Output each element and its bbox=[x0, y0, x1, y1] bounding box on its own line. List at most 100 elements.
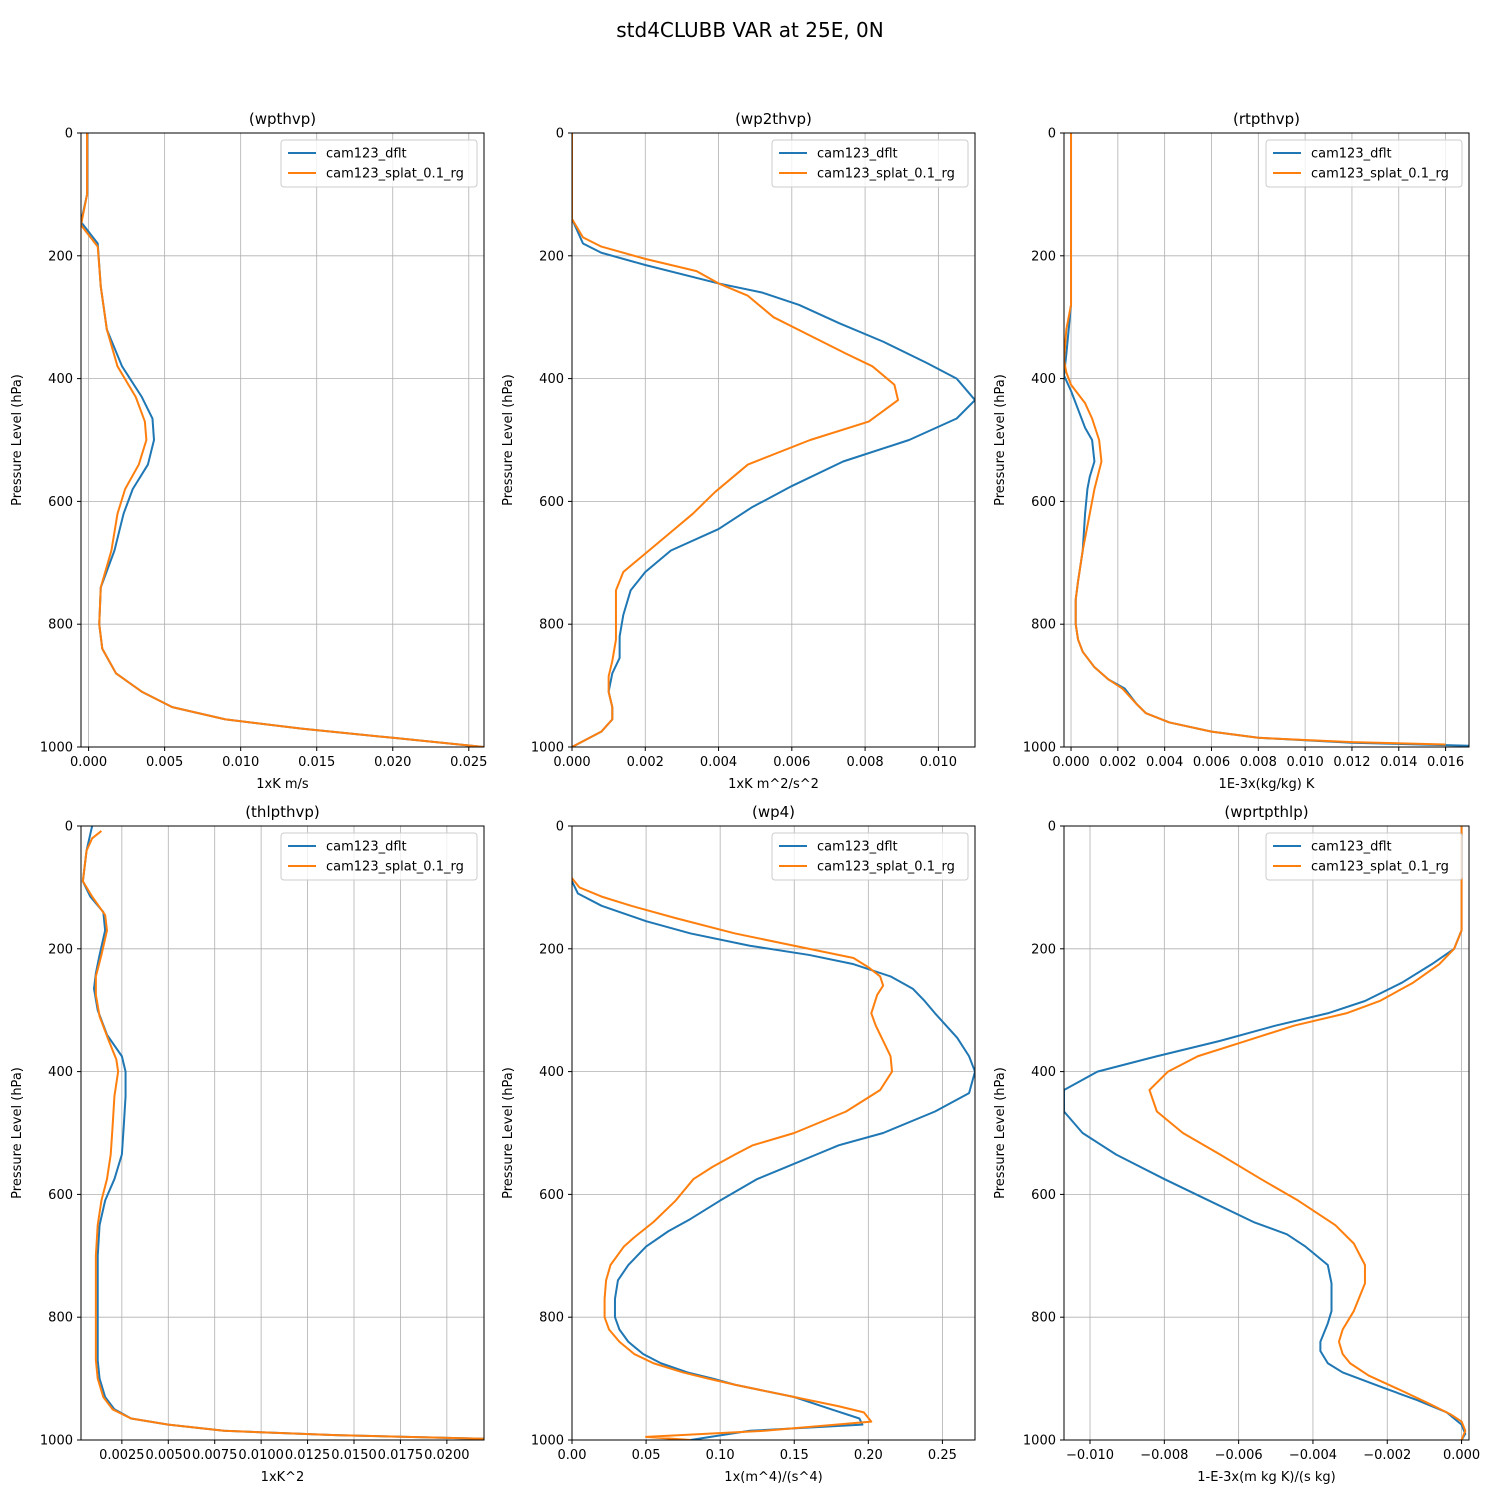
panel-title: (wp4) bbox=[752, 803, 795, 821]
axes-frame bbox=[571, 132, 976, 748]
y-tick-label: 600 bbox=[539, 495, 564, 510]
x-tick-label: 0.0050 bbox=[146, 1448, 192, 1463]
y-tick-label: 800 bbox=[1031, 1311, 1056, 1326]
x-tick-label: 0.004 bbox=[1146, 755, 1183, 770]
subplot-2: 0.000 0.002 0.004 0.006 0.008 0.010 0 200 400 600… bbox=[501, 110, 976, 792]
legend-label: cam123_dflt bbox=[1311, 147, 1392, 162]
legend-label: cam123_dflt bbox=[326, 147, 407, 162]
legend-label: cam123_splat_0.1_rg bbox=[1311, 860, 1449, 875]
x-tick-label: −0.008 bbox=[1140, 1448, 1188, 1463]
x-axis-label: 1x(m^4)/(s^4) bbox=[724, 1470, 822, 1485]
y-tick-label: 0 bbox=[65, 127, 73, 142]
x-tick-label: 0.000 bbox=[553, 755, 590, 770]
y-axis-label: Pressure Level (hPa) bbox=[10, 1067, 25, 1199]
series-group bbox=[572, 133, 975, 747]
series-line-cam123-splat-0-1-rg bbox=[1064, 133, 1446, 746]
y-tick-label: 1000 bbox=[40, 741, 73, 756]
x-axis-label: 1xK^2 bbox=[261, 1470, 305, 1485]
y-tick-label: 0 bbox=[1048, 820, 1056, 835]
legend-label: cam123_dflt bbox=[1311, 840, 1392, 855]
y-tick-label: 600 bbox=[1031, 495, 1056, 510]
legend-label: cam123_dflt bbox=[326, 840, 407, 855]
legend-label: cam123_dflt bbox=[817, 840, 898, 855]
x-tick-label: 0.15 bbox=[780, 1448, 809, 1463]
x-tick-label: 0.016 bbox=[1427, 755, 1464, 770]
x-tick-label: 0.25 bbox=[928, 1448, 957, 1463]
y-tick-label: 800 bbox=[48, 1311, 73, 1326]
legend-box bbox=[1265, 139, 1463, 188]
series-line-cam123-splat-0-1-rg bbox=[1148, 826, 1467, 1440]
x-tick-label: 0.025 bbox=[450, 755, 487, 770]
y-tick-label: 200 bbox=[539, 249, 564, 264]
legend: cam123_dflt cam123_splat_0.1_rg bbox=[1265, 832, 1463, 881]
subplot-5: 0.00 0.05 0.10 0.15 0.20 0.25 0 200 400 600 800 100… bbox=[501, 803, 976, 1485]
series-group bbox=[1064, 826, 1467, 1440]
legend: cam123_dflt cam123_splat_0.1_rg bbox=[771, 139, 969, 188]
x-tick-label: 0.000 bbox=[70, 755, 107, 770]
legend-box bbox=[280, 832, 478, 881]
grid bbox=[1064, 132, 1469, 748]
legend-label: cam123_splat_0.1_rg bbox=[326, 167, 464, 182]
x-tick-label: 0.008 bbox=[1240, 755, 1277, 770]
legend: cam123_dflt cam123_splat_0.1_rg bbox=[280, 139, 478, 188]
y-tick-label: 1000 bbox=[40, 1434, 73, 1449]
y-tick-label: 200 bbox=[1031, 249, 1056, 264]
legend-label: cam123_splat_0.1_rg bbox=[1311, 167, 1449, 182]
y-tick-label: 200 bbox=[539, 942, 564, 957]
legend: cam123_dflt cam123_splat_0.1_rg bbox=[771, 832, 969, 881]
x-axis-label: 1xK m/s bbox=[256, 777, 309, 792]
y-tick-label: 600 bbox=[48, 1188, 73, 1203]
y-axis-label: Pressure Level (hPa) bbox=[993, 1067, 1008, 1199]
y-tick-label: 200 bbox=[1031, 942, 1056, 957]
x-tick-label: 0.0175 bbox=[378, 1448, 424, 1463]
x-tick-label: 0.0150 bbox=[331, 1448, 377, 1463]
x-tick-label: 0.0075 bbox=[192, 1448, 238, 1463]
legend-box bbox=[280, 139, 478, 188]
x-tick-label: 0.010 bbox=[222, 755, 259, 770]
y-axis-label: Pressure Level (hPa) bbox=[501, 1067, 516, 1199]
y-tick-label: 400 bbox=[1031, 1065, 1056, 1080]
y-tick-label: 400 bbox=[48, 1065, 73, 1080]
legend-label: cam123_dflt bbox=[817, 147, 898, 162]
subplot-grid: 0.000 0.005 0.010 0.015 0.020 0.0250200400600… bbox=[10, 110, 1480, 1485]
panel-title: (wp2thvp) bbox=[735, 110, 812, 128]
legend-box bbox=[771, 832, 969, 881]
x-tick-label: −0.002 bbox=[1363, 1448, 1411, 1463]
subplot-1: 0.000 0.005 0.010 0.015 0.020 0.025 0 200 400 600… bbox=[10, 110, 487, 792]
y-tick-label: 0 bbox=[65, 820, 73, 835]
x-tick-label: 0.008 bbox=[846, 755, 883, 770]
x-tick-label: 0.015 bbox=[298, 755, 335, 770]
subplot-6: −0.010 −0.008 −0.006 −0.004 −0.002 0.000 0 200 4… bbox=[993, 803, 1480, 1485]
series-group bbox=[1064, 133, 1469, 747]
x-tick-label: −0.004 bbox=[1289, 1448, 1337, 1463]
series-group bbox=[81, 826, 484, 1440]
subplot-3: 0.000 0.002 0.004 0.006 0.008 0.010 0.012 0.014… bbox=[993, 110, 1470, 792]
axes-frame bbox=[1063, 132, 1470, 748]
figure-suptitle: std4CLUBB VAR at 25E, 0N bbox=[616, 18, 884, 42]
y-tick-label: 600 bbox=[48, 495, 73, 510]
legend-label: cam123_splat_0.1_rg bbox=[817, 860, 955, 875]
x-tick-label: 0.00 bbox=[558, 1448, 587, 1463]
panel-title: (thlpthvp) bbox=[245, 803, 320, 821]
series-line-cam123-dflt bbox=[1064, 826, 1467, 1440]
legend: cam123_dflt cam123_splat_0.1_rg bbox=[1265, 139, 1463, 188]
x-tick-label: 0.006 bbox=[1193, 755, 1230, 770]
x-tick-label: 0.010 bbox=[920, 755, 957, 770]
series-group bbox=[572, 877, 975, 1440]
y-tick-label: 800 bbox=[539, 618, 564, 633]
y-tick-label: 600 bbox=[1031, 1188, 1056, 1203]
y-tick-label: 1000 bbox=[531, 741, 564, 756]
series-line-cam123-splat-0-1-rg bbox=[572, 877, 894, 1440]
y-axis-label: Pressure Level (hPa) bbox=[993, 374, 1008, 506]
grid bbox=[1064, 825, 1469, 1441]
y-tick-label: 0 bbox=[556, 127, 564, 142]
axes-frame bbox=[80, 132, 485, 748]
x-tick-label: 0.000 bbox=[1443, 1448, 1480, 1463]
legend-label: cam123_splat_0.1_rg bbox=[326, 860, 464, 875]
legend: cam123_dflt cam123_splat_0.1_rg bbox=[280, 832, 478, 881]
x-axis-label: 1-E-3x(m kg K)/(s kg) bbox=[1197, 1470, 1335, 1485]
x-tick-label: 0.010 bbox=[1287, 755, 1324, 770]
y-tick-label: 0 bbox=[1048, 127, 1056, 142]
series-line-cam123-splat-0-1-rg bbox=[81, 830, 484, 1440]
